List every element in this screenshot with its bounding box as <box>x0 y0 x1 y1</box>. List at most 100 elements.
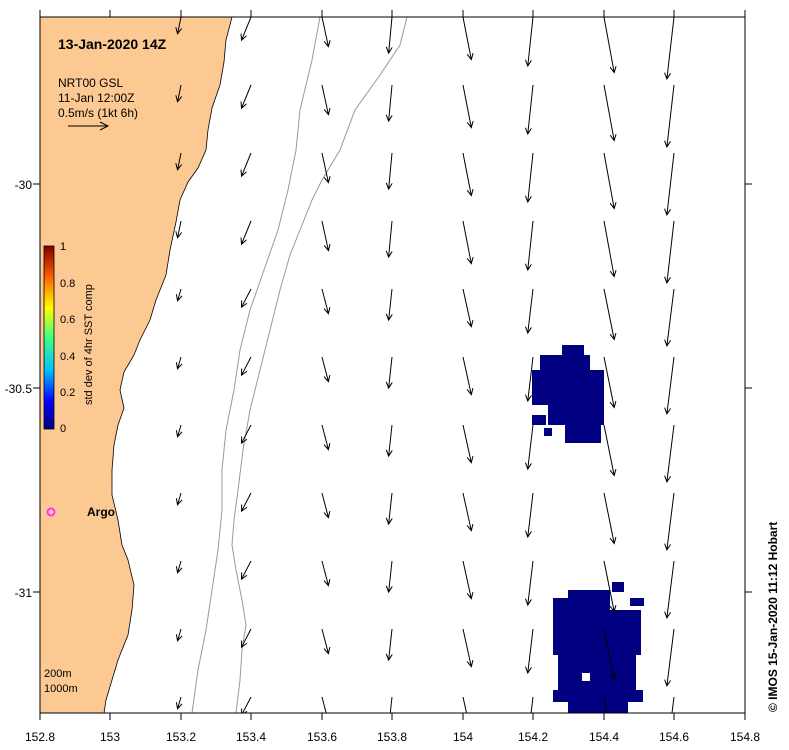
current-arrow <box>603 84 617 142</box>
current-arrow <box>744 153 745 156</box>
current-arrow <box>525 560 534 607</box>
current-arrow <box>321 492 331 519</box>
current-arrow <box>175 356 183 370</box>
map-title: 13-Jan-2020 14Z <box>58 36 167 52</box>
current-arrow <box>321 356 331 383</box>
current-arrow <box>744 85 745 88</box>
colorbar-gradient <box>43 245 55 430</box>
colorbar-tick: 1 <box>60 241 66 253</box>
axis-ticks <box>33 10 752 720</box>
x-tick-label: 153.8 <box>377 730 407 744</box>
current-arrow <box>240 84 252 110</box>
isobath-1000m <box>191 17 321 713</box>
current-arrow <box>524 17 534 68</box>
current-arrow <box>385 220 393 259</box>
current-arrow <box>321 560 331 587</box>
x-tick-label: 153 <box>100 730 120 744</box>
current-arrow <box>321 628 331 655</box>
current-arrow <box>175 84 183 103</box>
colorbar-tick: 0.6 <box>60 314 75 326</box>
current-arrow <box>664 560 675 620</box>
current-arrow <box>240 17 252 42</box>
current-arrow <box>744 17 745 20</box>
current-arrow <box>385 356 393 390</box>
current-arrow <box>744 289 745 292</box>
current-arrow <box>462 84 474 129</box>
current-arrow <box>241 492 252 513</box>
current-arrow <box>462 220 474 265</box>
current-arrow <box>603 424 617 477</box>
x-tick-label: 153.2 <box>166 730 196 744</box>
current-arrow <box>603 17 617 74</box>
current-arrow <box>462 628 474 668</box>
colorbar: 1 0.8 0.6 0.4 0.2 0 std dev of 4hr SST c… <box>43 241 95 435</box>
argo-float-marker[interactable] <box>46 507 56 517</box>
current-vectors <box>175 17 745 713</box>
current-arrow <box>525 424 534 471</box>
colorbar-tick: 0.2 <box>60 387 75 399</box>
current-arrow <box>603 356 617 409</box>
current-arrow <box>744 357 745 360</box>
colorbar-tick: 0.4 <box>60 351 75 363</box>
current-arrow <box>175 492 183 506</box>
isobath-200m <box>231 17 408 713</box>
current-arrow <box>462 152 474 197</box>
x-tick-label: 154.8 <box>730 730 760 744</box>
scale-arrow <box>68 121 110 131</box>
y-tick-label: -31 <box>15 586 33 600</box>
current-arrow <box>462 696 468 713</box>
current-arrow <box>385 152 393 191</box>
x-tick-label: 152.8 <box>25 730 55 744</box>
isobath-legend-1000m: 1000m <box>44 683 78 695</box>
current-arrow <box>603 696 608 713</box>
current-arrow <box>525 492 534 539</box>
legend-model: NRT00 GSL <box>58 76 123 90</box>
current-arrow <box>671 696 675 713</box>
sst-patch-south <box>553 582 644 713</box>
x-tick-label: 154 <box>453 730 473 744</box>
x-axis-labels: 152.8 153 153.2 153.4 153.6 153.8 154 15… <box>25 730 760 744</box>
current-arrow <box>524 220 534 272</box>
current-arrow <box>603 288 617 341</box>
land-coastline <box>40 17 233 713</box>
current-arrow <box>525 356 534 403</box>
y-tick-label: -30.5 <box>5 382 33 396</box>
current-arrow <box>603 560 617 613</box>
current-arrow <box>603 220 617 278</box>
current-arrow <box>530 696 534 713</box>
current-arrow <box>241 424 252 445</box>
isobath-legend-200m: 200m <box>44 668 72 680</box>
current-arrow <box>175 560 183 574</box>
current-arrow <box>175 288 183 302</box>
current-arrow <box>385 288 393 322</box>
current-arrow <box>175 17 183 35</box>
current-arrow <box>385 492 393 526</box>
current-arrow <box>664 288 675 348</box>
current-arrow <box>241 560 252 581</box>
current-arrow <box>175 628 183 642</box>
current-arrow <box>321 220 331 252</box>
current-arrow <box>385 424 393 458</box>
current-arrow <box>524 152 534 204</box>
current-arrow <box>385 560 393 594</box>
colorbar-tick: 0.8 <box>60 278 75 290</box>
current-arrow <box>321 152 331 184</box>
argo-label: Argo <box>87 505 115 519</box>
current-arrow <box>321 696 327 713</box>
current-arrow <box>175 424 183 438</box>
current-arrow <box>175 152 183 171</box>
x-tick-label: 154.4 <box>589 730 619 744</box>
current-arrow <box>385 17 393 55</box>
current-arrow <box>462 356 474 396</box>
y-tick-label: -30 <box>15 178 33 192</box>
current-arrow <box>664 220 675 285</box>
colorbar-tick: 0 <box>60 423 66 435</box>
current-arrow <box>664 628 675 688</box>
current-arrow <box>321 288 331 315</box>
current-arrow <box>240 220 252 246</box>
current-arrow <box>462 492 474 532</box>
current-arrow <box>744 425 745 428</box>
current-arrow <box>664 17 675 81</box>
sst-patch-north <box>532 345 604 443</box>
